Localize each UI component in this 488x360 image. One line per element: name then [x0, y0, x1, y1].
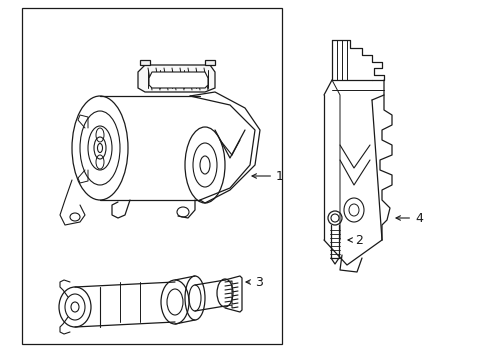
Polygon shape — [138, 65, 215, 92]
Text: 4: 4 — [395, 212, 422, 225]
Text: 1: 1 — [251, 170, 284, 183]
Polygon shape — [204, 60, 215, 65]
Bar — [22, 8, 282, 344]
Polygon shape — [149, 72, 207, 88]
Text: 3: 3 — [245, 275, 263, 288]
Text: 2: 2 — [347, 234, 362, 247]
Polygon shape — [140, 60, 150, 65]
